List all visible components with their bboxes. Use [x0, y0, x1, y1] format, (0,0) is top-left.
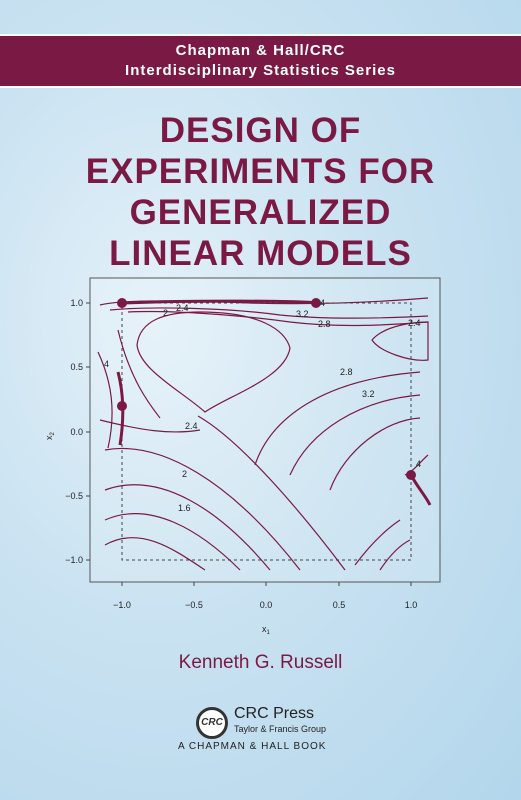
y-tick-label: 0.0	[70, 427, 83, 437]
contour-label: 3.2	[296, 309, 309, 319]
title-line-3: GENERALIZED	[129, 193, 392, 232]
publisher-group: Taylor & Francis Group	[234, 724, 327, 734]
contour-line	[97, 351, 113, 449]
design-point	[117, 298, 127, 308]
contour-label: 2.4	[176, 303, 189, 313]
contour-line	[99, 419, 201, 433]
book-title: DESIGN OF EXPERIMENTS FOR GENERALIZED LI…	[0, 110, 521, 274]
contour-label: 2.4	[185, 421, 198, 431]
contour-line	[197, 415, 346, 571]
contour-label: 3.2	[362, 389, 375, 399]
publisher-imprint: A CHAPMAN & HALL BOOK	[178, 741, 327, 752]
contour-line	[104, 447, 301, 571]
x-tick-label: 0.5	[333, 600, 346, 610]
title-line-4: LINEAR MODELS	[109, 234, 412, 273]
optimal-curve-top	[122, 299, 317, 305]
design-point	[117, 401, 127, 411]
author-name: Kenneth G. Russell	[178, 652, 343, 673]
contour-line	[104, 537, 206, 571]
y-tick-label: −1.0	[65, 555, 83, 565]
contour-label: 1.6	[178, 503, 191, 513]
contour-label: 2.4	[408, 318, 421, 328]
y-tick-label: 0.5	[70, 362, 83, 372]
x-axis-label: x1	[262, 624, 271, 636]
design-points	[117, 298, 416, 480]
x-tick-label: −0.5	[185, 600, 203, 610]
crc-logo: CRC	[196, 707, 228, 739]
contour-line	[127, 310, 429, 327]
contour-line	[104, 513, 241, 571]
contour-line	[254, 371, 421, 466]
contour-label: 2.8	[340, 367, 353, 377]
y-tick-label: −0.5	[65, 491, 83, 501]
y-tick-label: 1.0	[70, 298, 83, 308]
contour-label: 2	[182, 469, 187, 479]
contour-line	[109, 307, 429, 319]
x-tick-label: −1.0	[113, 600, 131, 610]
contour-label: 2	[163, 308, 168, 318]
series-banner: Chapman & Hall/CRC Interdisciplinary Sta…	[0, 34, 521, 88]
contour-label: 4	[320, 298, 325, 308]
x-tick-label: 1.0	[405, 600, 418, 610]
contour-line	[136, 311, 291, 413]
contour-label: 4	[416, 459, 421, 469]
contour-lines	[97, 297, 429, 571]
contour-label: 2.8	[318, 319, 331, 329]
contour-plot: 2.4 2 4 3.2 2.8 2.4 4 2.8 3.2 2.4 2 1.6 …	[44, 277, 441, 636]
contour-line	[354, 519, 401, 566]
design-point	[406, 470, 416, 480]
title-line-1: DESIGN OF	[159, 111, 362, 150]
contour-line	[371, 321, 429, 361]
design-point	[311, 298, 321, 308]
publisher-block: CRC CRC Press Taylor & Francis Group A C…	[178, 705, 376, 759]
contour-line	[289, 394, 421, 476]
x-tick-label: 0.0	[260, 600, 273, 610]
publisher-name: CRC Press	[234, 705, 315, 722]
contour-line	[379, 539, 411, 571]
contour-line	[329, 417, 421, 491]
series-name-line: Interdisciplinary Statistics Series	[125, 62, 396, 79]
y-axis-label: x2	[44, 432, 56, 441]
axis-ticks	[86, 302, 412, 586]
series-publisher-line: Chapman & Hall/CRC	[175, 42, 346, 59]
contour-line	[104, 484, 271, 571]
contour-line	[117, 329, 161, 419]
title-line-2: EXPERIMENTS FOR	[85, 152, 436, 191]
contour-label: 4	[104, 359, 109, 369]
